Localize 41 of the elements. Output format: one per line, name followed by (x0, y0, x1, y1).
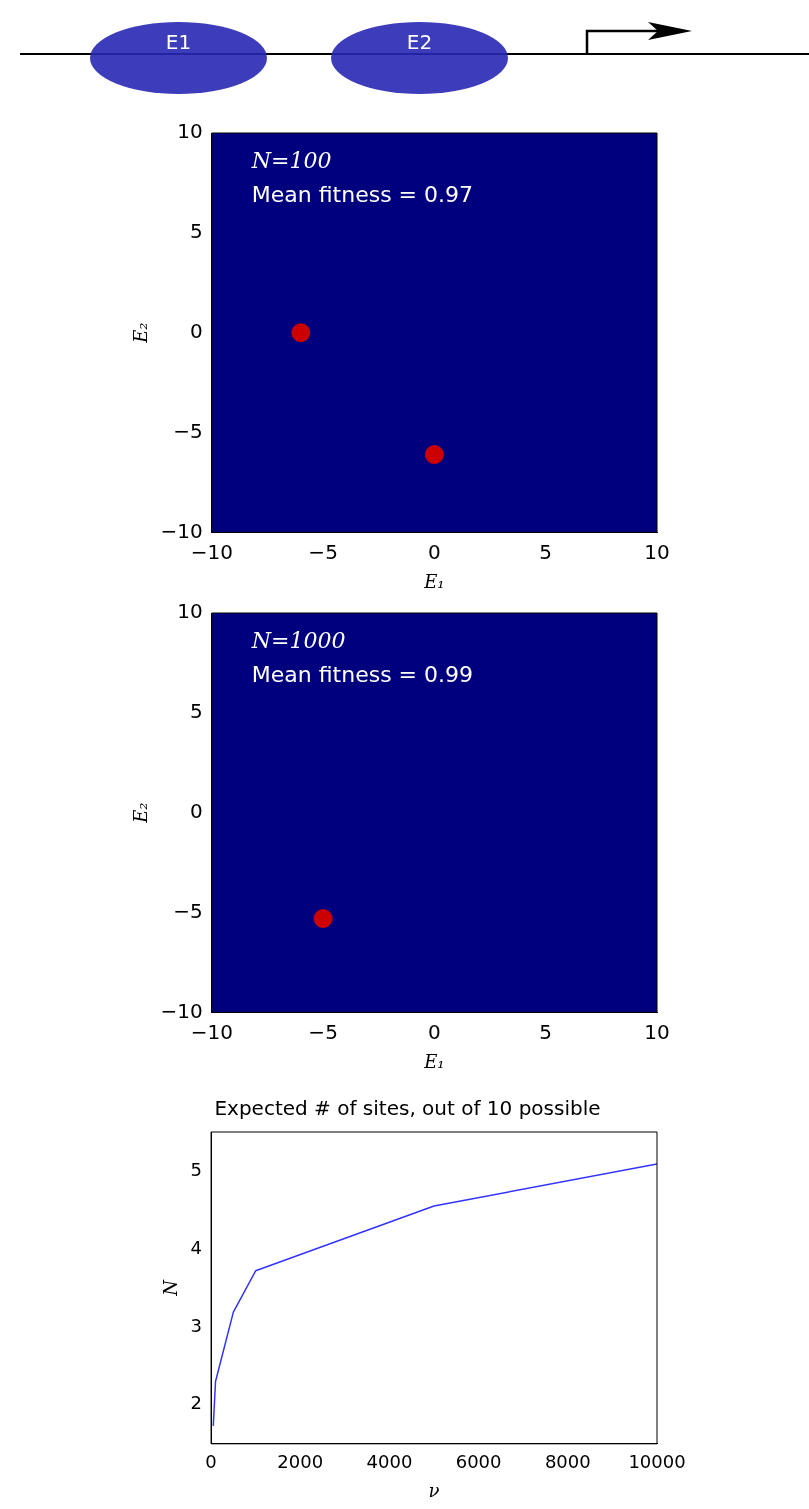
y-tick-label: 2 (190, 1392, 203, 1414)
y-tick-label: 0 (190, 798, 203, 823)
y-tick-label: 3 (190, 1314, 203, 1336)
x-tick-label: 10 (644, 539, 670, 564)
y-tick-label: 4 (190, 1236, 203, 1258)
y-tick-label: −5 (173, 898, 203, 923)
y-axis-title: N (160, 1278, 182, 1297)
x-tick-label: 0 (428, 1019, 441, 1044)
annotation: N=1000 (250, 627, 346, 653)
y-tick-label: −10 (160, 998, 203, 1023)
y-tick-label: 5 (190, 699, 203, 724)
x-tick-label: 0 (205, 1451, 217, 1473)
annotation: Mean fitness = 0.99 (251, 661, 474, 687)
x-tick-label: 6000 (455, 1451, 502, 1473)
y-tick-label: −5 (173, 418, 203, 443)
x-axis-title: E₁ (423, 1050, 445, 1072)
x-tick-label: −5 (308, 1019, 338, 1044)
x-tick-label: 5 (539, 1019, 553, 1044)
x-tick-label: 5 (539, 539, 553, 564)
ellipse-shape: E1 (90, 22, 267, 94)
y-axis-title: E₂ (130, 802, 152, 824)
x-tick-label: 10000 (628, 1451, 686, 1473)
x-tick-label: 0 (428, 539, 441, 564)
x-tick-label: 10 (644, 1019, 670, 1044)
x-tick-label: −5 (308, 539, 338, 564)
x-tick-label: 2000 (277, 1451, 324, 1473)
y-tick-label: 0 (190, 318, 203, 343)
y-tick-label: 10 (177, 599, 203, 624)
chart-title: Expected # of sites, out of 10 possible (214, 1096, 601, 1121)
x-tick-label: 8000 (544, 1451, 591, 1473)
annotation: N=100 (250, 147, 332, 173)
x-axis-title: ν (428, 1479, 440, 1501)
y-tick-label: 10 (177, 119, 203, 144)
y-axis-title: E₂ (130, 322, 152, 344)
annotation: Mean fitness = 0.97 (251, 181, 474, 207)
x-tick-label: 4000 (366, 1451, 413, 1473)
x-axis-title: E₁ (423, 570, 445, 592)
y-tick-label: −10 (160, 518, 203, 543)
ellipse-shape: E2 (331, 22, 508, 94)
y-tick-label: 5 (190, 219, 203, 244)
y-tick-label: 5 (190, 1158, 203, 1180)
